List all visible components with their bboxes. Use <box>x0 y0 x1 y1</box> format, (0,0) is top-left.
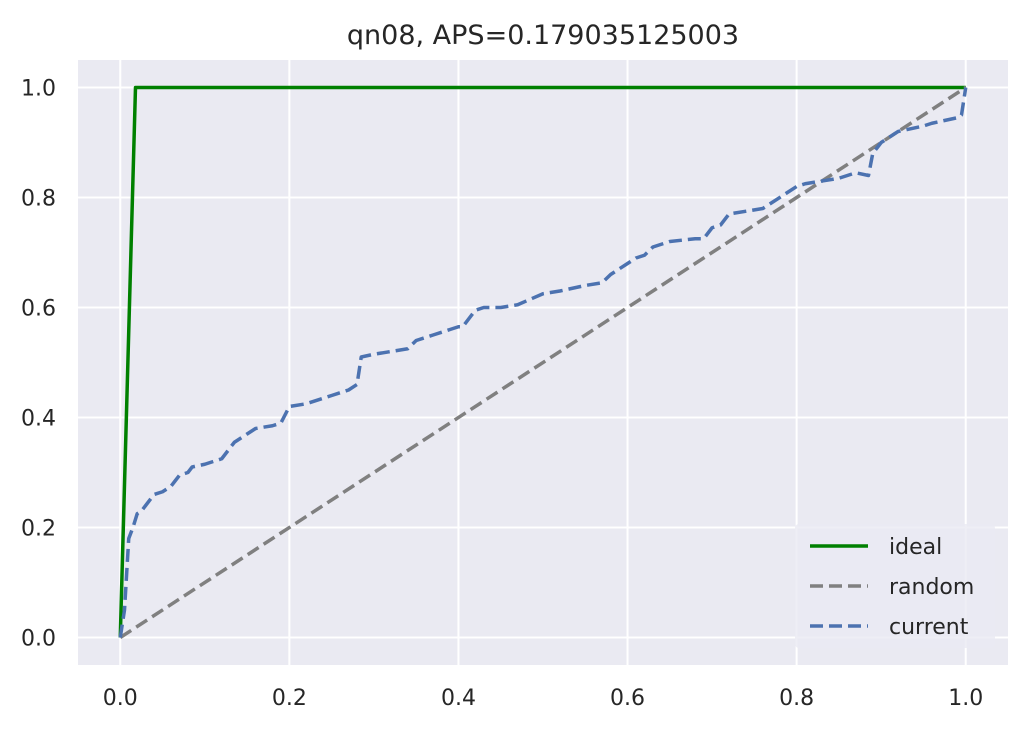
legend-label-current: current <box>889 615 969 640</box>
series-lines <box>118 85 968 639</box>
series-line-ideal <box>118 85 966 638</box>
grid-lines <box>78 60 1008 665</box>
x-tick-label: 0.8 <box>779 686 814 711</box>
legend: ideal random current <box>795 524 995 648</box>
legend-label-random: random <box>889 575 974 600</box>
y-tick-label: 0.4 <box>21 407 56 432</box>
x-tick-label: 0.2 <box>272 686 307 711</box>
y-tick-label: 1.0 <box>21 77 56 102</box>
y-tick-label: 0.2 <box>21 517 56 542</box>
chart-title: qn08, APS=0.179035125003 <box>347 20 739 51</box>
legend-label-ideal: ideal <box>889 535 942 560</box>
x-tick-label: 1.0 <box>948 686 983 711</box>
legend-box <box>795 524 995 648</box>
y-tick-label: 0.8 <box>21 187 56 212</box>
tick-labels: 0.0 0.2 0.4 0.6 0.8 1.0 0.0 0.2 0.4 0.6 0.8 1.0 <box>21 77 983 712</box>
y-tick-label: 0.0 <box>21 627 56 652</box>
series-line-current <box>118 87 968 638</box>
y-tick-label: 0.6 <box>21 297 56 322</box>
x-tick-label: 0.4 <box>441 686 476 711</box>
x-tick-label: 0.0 <box>103 686 138 711</box>
x-tick-label: 0.6 <box>610 686 645 711</box>
